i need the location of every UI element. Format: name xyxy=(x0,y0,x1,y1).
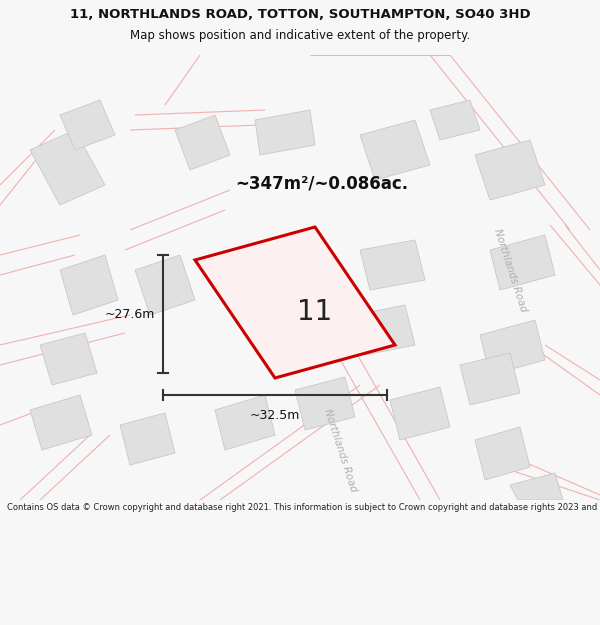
Text: Contains OS data © Crown copyright and database right 2021. This information is : Contains OS data © Crown copyright and d… xyxy=(7,503,600,512)
Polygon shape xyxy=(135,255,195,315)
Polygon shape xyxy=(175,115,230,170)
Polygon shape xyxy=(475,427,530,480)
Polygon shape xyxy=(215,395,275,450)
Text: ~27.6m: ~27.6m xyxy=(104,308,155,321)
Polygon shape xyxy=(475,140,545,200)
Text: 11: 11 xyxy=(298,299,332,326)
Text: ~347m²/~0.086ac.: ~347m²/~0.086ac. xyxy=(235,174,408,192)
Text: ~32.5m: ~32.5m xyxy=(250,409,300,422)
Text: Northlands Road: Northlands Road xyxy=(322,407,358,493)
Text: Northlands Road: Northlands Road xyxy=(492,227,528,313)
Polygon shape xyxy=(510,473,563,500)
Polygon shape xyxy=(490,235,555,290)
Polygon shape xyxy=(360,120,430,180)
Polygon shape xyxy=(430,100,480,140)
Polygon shape xyxy=(355,305,415,355)
Text: 11, NORTHLANDS ROAD, TOTTON, SOUTHAMPTON, SO40 3HD: 11, NORTHLANDS ROAD, TOTTON, SOUTHAMPTON… xyxy=(70,9,530,21)
Polygon shape xyxy=(295,377,355,430)
Polygon shape xyxy=(30,395,92,450)
Polygon shape xyxy=(280,315,340,365)
Polygon shape xyxy=(460,353,520,405)
Polygon shape xyxy=(40,333,97,385)
Polygon shape xyxy=(60,255,118,315)
Polygon shape xyxy=(120,413,175,465)
Polygon shape xyxy=(360,240,425,290)
Polygon shape xyxy=(30,130,105,205)
Polygon shape xyxy=(195,227,395,378)
Polygon shape xyxy=(255,110,315,155)
Polygon shape xyxy=(480,320,545,375)
Text: Map shows position and indicative extent of the property.: Map shows position and indicative extent… xyxy=(130,29,470,41)
Polygon shape xyxy=(60,100,115,150)
Polygon shape xyxy=(390,387,450,440)
